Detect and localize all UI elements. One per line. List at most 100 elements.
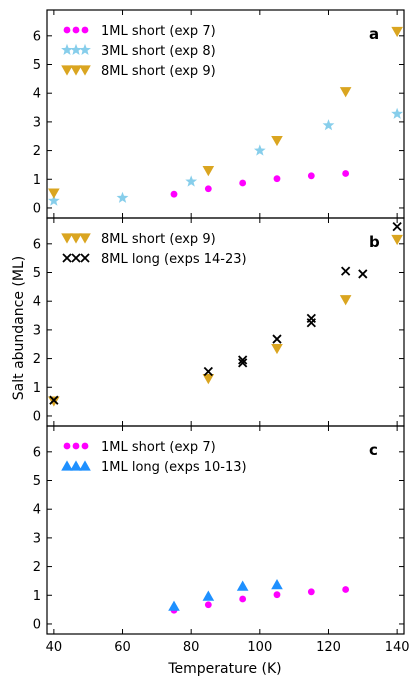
data-point bbox=[391, 234, 403, 246]
series bbox=[168, 579, 283, 611]
data-point bbox=[204, 601, 212, 609]
data-point bbox=[48, 188, 60, 199]
series bbox=[48, 107, 403, 206]
legend-marker bbox=[79, 233, 91, 244]
data-point bbox=[170, 190, 178, 198]
y-tick-label: 1 bbox=[33, 381, 41, 396]
series bbox=[170, 170, 350, 198]
x-tick-label: 60 bbox=[114, 640, 131, 655]
legend-marker bbox=[63, 26, 71, 34]
y-tick-label: 6 bbox=[33, 445, 41, 460]
x-tick-label: 80 bbox=[183, 640, 200, 655]
y-tick-label: 6 bbox=[33, 237, 41, 252]
y-tick-label: 1 bbox=[33, 173, 41, 188]
data-point bbox=[204, 185, 212, 193]
legend-marker bbox=[71, 253, 81, 263]
data-point bbox=[341, 266, 351, 276]
y-tick-label: 5 bbox=[33, 474, 41, 489]
legend-marker bbox=[80, 253, 90, 263]
panel-frame bbox=[46, 425, 405, 635]
panel-frame bbox=[46, 9, 405, 219]
panel-letter: c bbox=[369, 441, 378, 459]
panel-b: 0 1 2 3 4 5 6 b 8ML short (exp 9) 8ML long (exps … bbox=[33, 217, 405, 427]
data-point bbox=[239, 179, 247, 187]
legend-marker bbox=[70, 43, 82, 55]
data-point bbox=[391, 107, 403, 119]
panel-a: 0 1 2 3 4 5 6 a 1ML short (exp 7) 3ML short (exp … bbox=[33, 9, 405, 219]
data-point bbox=[322, 119, 335, 131]
legend-marker bbox=[61, 460, 73, 471]
data-point bbox=[49, 395, 59, 405]
data-point bbox=[342, 170, 350, 177]
legend-marker bbox=[70, 233, 82, 244]
data-point bbox=[202, 374, 215, 385]
panel-letter: a bbox=[369, 25, 379, 43]
y-tick-label: 4 bbox=[33, 295, 41, 310]
series bbox=[49, 221, 402, 405]
data-point bbox=[48, 396, 60, 407]
legend-marker bbox=[79, 460, 91, 471]
panel-c: 0 1 2 3 4 5 6 40 60 80 100 120 140 c 1ML short (exp 7)… bbox=[33, 425, 410, 655]
series bbox=[48, 26, 403, 199]
legend-marker bbox=[72, 26, 80, 34]
data-point bbox=[392, 221, 402, 232]
data-point bbox=[239, 595, 247, 603]
data-point bbox=[48, 194, 60, 206]
legend-label: 8ML short (exp 9) bbox=[101, 232, 216, 247]
legend-label: 8ML short (exp 9) bbox=[101, 64, 216, 79]
data-point bbox=[342, 586, 350, 593]
legend-marker bbox=[81, 26, 89, 34]
data-point bbox=[307, 588, 315, 596]
y-tick-label: 0 bbox=[33, 201, 41, 216]
legend-marker bbox=[81, 442, 89, 450]
series bbox=[48, 234, 403, 407]
legend-label: 1ML long (exps 10-13) bbox=[101, 460, 247, 475]
data-point bbox=[271, 135, 283, 147]
panel-frame bbox=[46, 217, 405, 427]
y-tick-label: 3 bbox=[33, 323, 41, 338]
y-tick-label: 5 bbox=[33, 58, 41, 73]
legend-marker bbox=[61, 65, 73, 76]
data-point bbox=[238, 355, 248, 365]
y-axis-label: Salt abundance (ML) bbox=[11, 256, 27, 400]
y-tick-label: 0 bbox=[33, 409, 41, 424]
data-point bbox=[168, 600, 180, 611]
legend-label: 8ML long (exps 14-23) bbox=[101, 252, 247, 267]
legend-marker bbox=[62, 253, 72, 263]
data-point bbox=[116, 191, 129, 203]
legend-marker bbox=[70, 460, 82, 471]
x-tick-label: 40 bbox=[46, 640, 63, 655]
data-point bbox=[202, 590, 215, 601]
data-point bbox=[358, 269, 368, 279]
x-tick-label: 120 bbox=[316, 640, 341, 655]
data-point bbox=[185, 175, 198, 187]
y-tick-label: 1 bbox=[33, 589, 41, 604]
data-point bbox=[271, 343, 283, 355]
legend: 1ML short (exp 7) 1ML long (exps 10-13) bbox=[61, 440, 247, 475]
data-point bbox=[271, 579, 283, 590]
data-point bbox=[272, 334, 282, 344]
y-tick-label: 4 bbox=[33, 503, 41, 518]
y-tick-label: 3 bbox=[33, 531, 41, 546]
data-point bbox=[391, 26, 403, 38]
y-tick-label: 2 bbox=[33, 352, 41, 367]
legend: 8ML short (exp 9) 8ML long (exps 14-23) bbox=[61, 232, 247, 267]
y-tick-label: 3 bbox=[33, 115, 41, 130]
data-point bbox=[238, 358, 248, 368]
panel-letter: b bbox=[369, 233, 380, 251]
y-tick-label: 6 bbox=[33, 29, 41, 44]
data-point bbox=[273, 175, 281, 183]
data-point bbox=[253, 144, 266, 156]
data-point bbox=[273, 591, 281, 599]
y-tick-label: 0 bbox=[33, 617, 41, 632]
data-point bbox=[339, 295, 352, 306]
data-point bbox=[202, 166, 215, 177]
data-point bbox=[306, 313, 316, 324]
data-point bbox=[203, 366, 213, 377]
legend-marker bbox=[79, 43, 91, 55]
series bbox=[170, 586, 350, 614]
data-point bbox=[307, 172, 315, 180]
legend-label: 1ML short (exp 7) bbox=[101, 24, 216, 39]
y-tick-label: 5 bbox=[33, 266, 41, 281]
